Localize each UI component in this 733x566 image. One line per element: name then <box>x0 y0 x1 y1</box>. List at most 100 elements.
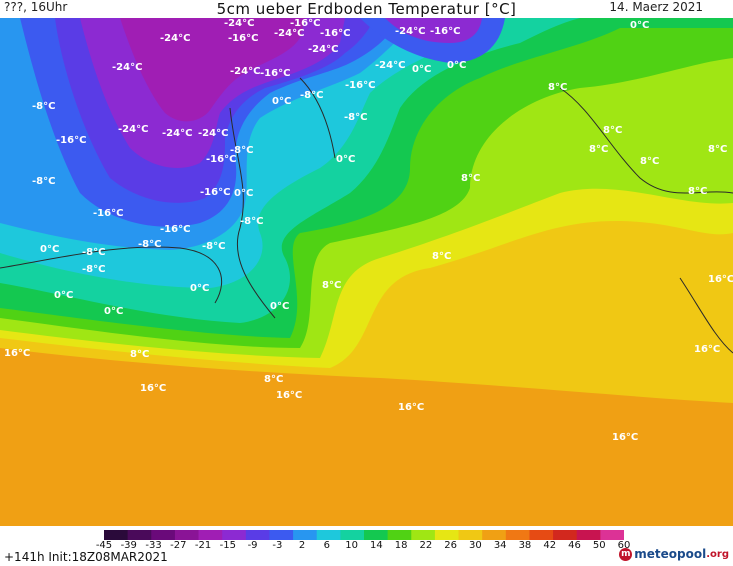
meteopool-logo: m meteopool .org <box>619 546 729 562</box>
temp-label: 8°C <box>461 173 481 184</box>
logo-text: meteopool <box>634 547 707 561</box>
color-scale-swatch <box>364 530 389 540</box>
coastline-labrador <box>0 246 223 304</box>
temp-label: -24°C <box>230 66 261 77</box>
temp-label: 16°C <box>140 383 167 394</box>
temp-label: 0°C <box>412 64 432 75</box>
color-scale-tick: 46 <box>568 540 581 551</box>
temp-label: 0°C <box>336 154 356 165</box>
temp-label: -24°C <box>112 62 143 73</box>
color-scale-ticks: -45 -39 -33 -27 -21 -15 -9 -3 2 6 10 14 18 22 26 30 34 38… <box>96 540 631 552</box>
color-scale-swatch <box>174 530 200 540</box>
color-scale-swatch <box>340 530 365 540</box>
color-scale-swatch <box>576 530 601 540</box>
color-scale-swatch <box>458 530 483 540</box>
temp-label: -16°C <box>228 33 259 44</box>
color-scale-tick: 22 <box>419 540 433 551</box>
temp-label: 8°C <box>548 82 568 93</box>
temp-label: -24°C <box>160 33 191 44</box>
color-scale-swatch <box>529 530 554 540</box>
temp-label: -16°C <box>200 187 231 198</box>
color-scale-tick: -27 <box>170 540 187 551</box>
temp-label: 0°C <box>234 188 254 199</box>
color-scale-swatch <box>198 530 223 540</box>
map-title: 5cm ueber Erdboden Temperatur [°C] <box>216 0 517 18</box>
temp-label: 8°C <box>264 374 284 385</box>
color-scale-swatch <box>600 530 624 540</box>
logo-domain: .org <box>706 548 729 560</box>
temp-label: 8°C <box>130 349 150 360</box>
temp-label: 8°C <box>603 125 623 136</box>
temp-label: -24°C <box>118 124 149 135</box>
temp-label: 8°C <box>322 280 342 291</box>
temp-label: -16°C <box>345 80 376 91</box>
init-time-label: +141h Init:18Z08MAR2021 <box>4 550 168 564</box>
temp-label: 16°C <box>398 402 425 413</box>
temp-label: -8°C <box>230 145 254 156</box>
temp-label: -8°C <box>344 112 368 123</box>
color-scale-tick: 42 <box>543 540 557 551</box>
color-scale-tick: 30 <box>469 540 482 551</box>
temp-label: -8°C <box>82 247 106 258</box>
temp-label: -16°C <box>160 224 191 235</box>
color-scale-tick: -39 <box>120 540 137 551</box>
temp-label: 0°C <box>54 290 74 301</box>
temp-label: 8°C <box>432 251 452 262</box>
temperature-field <box>0 18 733 526</box>
temp-label: 0°C <box>272 96 292 107</box>
temp-label: -8°C <box>32 101 56 112</box>
temp-label: 8°C <box>589 144 609 155</box>
field-ne-colder <box>385 18 482 43</box>
color-scale-tick: 60 <box>617 540 631 551</box>
temp-label: 0°C <box>40 244 60 255</box>
logo-icon: m <box>619 547 633 561</box>
temp-label: 16°C <box>4 348 31 359</box>
temp-label: -24°C <box>198 128 229 139</box>
forecast-date: 14. Maerz 2021 <box>609 0 703 14</box>
color-scale-tick: -33 <box>145 540 162 551</box>
color-scale-tick: -9 <box>247 540 258 551</box>
color-scale-tick: 34 <box>493 540 507 551</box>
temperature-map: -24°C -16°C -24°C -16°C -24°C -16°C -24°… <box>0 18 733 526</box>
temp-label: -16°C <box>56 135 87 146</box>
map-footer: -45 -39 -33 -27 -21 -15 -9 -3 2 6 10 14 18 22 26 30 34 38… <box>0 526 733 566</box>
color-scale-tick: 10 <box>345 540 358 551</box>
coastline-europe <box>559 87 733 194</box>
temp-label: 16°C <box>612 432 639 443</box>
color-scale-swatch <box>269 530 294 540</box>
color-scale-tick: 2 <box>298 540 306 551</box>
color-scale <box>104 530 624 540</box>
temp-label: -16°C <box>260 68 291 79</box>
coastline-iberia <box>679 277 733 354</box>
color-scale-swatch <box>151 530 176 540</box>
temp-label: 0°C <box>104 306 124 317</box>
run-time-label: ???, 16Uhr <box>4 0 68 14</box>
temp-label: -8°C <box>82 264 106 275</box>
temp-label: 16°C <box>276 390 303 401</box>
coastline-hudson <box>229 107 276 319</box>
color-scale-swatch <box>222 530 247 540</box>
temp-label: -24°C <box>308 44 339 55</box>
color-scale-tick: -15 <box>219 540 236 551</box>
temp-label: 0°C <box>190 283 210 294</box>
temp-label: -16°C <box>206 154 237 165</box>
temp-label: -16°C <box>93 208 124 219</box>
temp-label: -24°C <box>224 18 255 29</box>
color-scale-tick: 6 <box>323 540 331 551</box>
temp-label: -8°C <box>240 216 264 227</box>
temp-label: 16°C <box>708 274 733 285</box>
field-minus33 <box>120 18 305 122</box>
color-scale-tick: -3 <box>272 540 283 551</box>
color-scale-tick: 38 <box>518 540 532 551</box>
color-scale-tick: 50 <box>592 540 606 551</box>
temp-label: -24°C <box>274 28 305 39</box>
coastline-greenland <box>299 77 336 159</box>
temp-label: 16°C <box>694 344 721 355</box>
color-scale-tick: -21 <box>194 540 212 551</box>
color-scale-swatch <box>293 530 318 540</box>
color-scale-swatch <box>553 530 578 540</box>
temp-label: 0°C <box>630 20 650 31</box>
color-scale-swatch <box>245 530 270 540</box>
color-scale-swatch <box>387 530 412 540</box>
temp-label: -24°C <box>162 128 193 139</box>
